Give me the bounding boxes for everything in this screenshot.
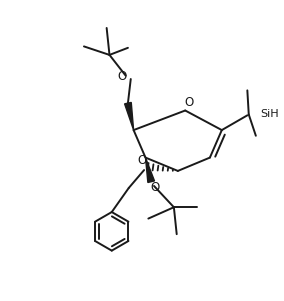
Text: O: O [184, 96, 193, 109]
Text: O: O [151, 182, 160, 194]
Polygon shape [125, 102, 133, 130]
Polygon shape [145, 158, 154, 182]
Text: O: O [117, 70, 126, 83]
Text: O: O [137, 154, 147, 167]
Text: SiH: SiH [260, 109, 279, 119]
